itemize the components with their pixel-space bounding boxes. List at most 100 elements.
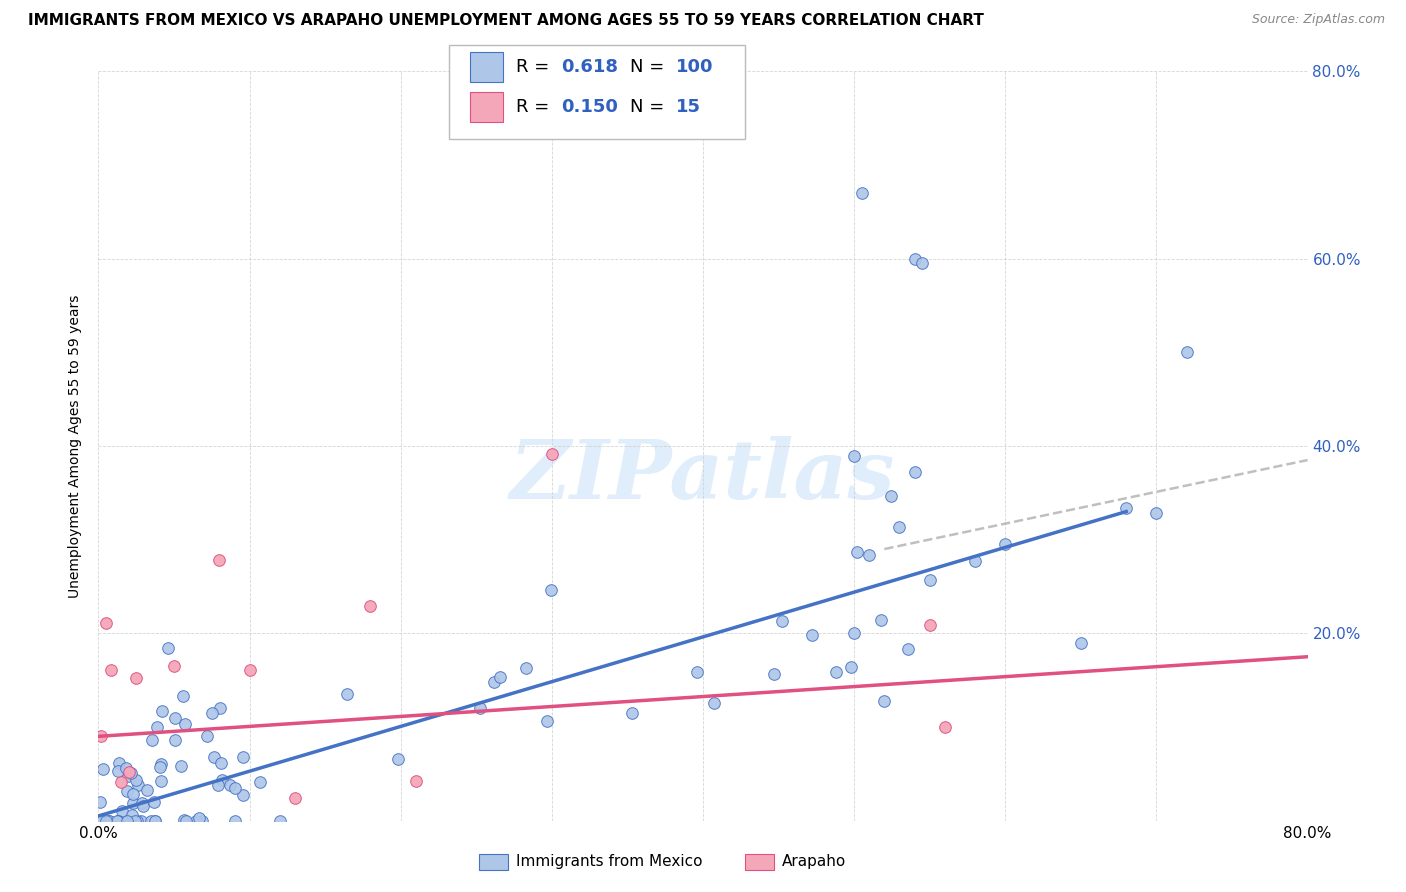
Point xyxy=(121,808,143,822)
Text: N =: N = xyxy=(630,98,671,116)
Point xyxy=(845,544,868,558)
Point xyxy=(269,814,291,828)
Point xyxy=(150,774,173,789)
Point xyxy=(150,757,173,772)
Point xyxy=(824,665,846,679)
Point xyxy=(336,687,359,701)
Point xyxy=(90,814,112,828)
Point xyxy=(249,774,271,789)
Point xyxy=(105,814,128,828)
Text: 0.618: 0.618 xyxy=(561,58,619,76)
Point xyxy=(170,759,193,773)
Point xyxy=(207,778,229,792)
Point xyxy=(195,729,218,743)
Point xyxy=(129,814,152,828)
Point xyxy=(141,732,163,747)
Point xyxy=(131,796,153,810)
Point xyxy=(870,613,893,627)
Point xyxy=(107,814,129,828)
Point xyxy=(858,549,880,563)
Point xyxy=(124,814,146,828)
Y-axis label: Unemployment Among Ages 55 to 59 years: Unemployment Among Ages 55 to 59 years xyxy=(69,294,83,598)
Point xyxy=(904,252,927,266)
Point xyxy=(540,447,562,461)
Point xyxy=(163,658,186,673)
Point xyxy=(387,752,409,766)
Point xyxy=(851,186,873,201)
Point xyxy=(540,582,562,597)
Point xyxy=(918,573,941,587)
Text: 15: 15 xyxy=(676,98,702,116)
Point xyxy=(125,671,148,685)
Point xyxy=(191,814,214,828)
Point xyxy=(209,756,232,770)
Point xyxy=(904,465,927,479)
Point xyxy=(620,706,643,720)
Text: Arapaho: Arapaho xyxy=(782,855,846,870)
Point xyxy=(136,782,159,797)
Point xyxy=(232,788,254,802)
Text: 100: 100 xyxy=(676,58,714,76)
Point xyxy=(165,733,187,747)
Text: Source: ZipAtlas.com: Source: ZipAtlas.com xyxy=(1251,13,1385,27)
Point xyxy=(1115,500,1137,515)
Point xyxy=(173,813,195,827)
Point xyxy=(115,814,138,828)
Point xyxy=(208,553,231,567)
Point xyxy=(284,791,307,805)
Point xyxy=(405,774,427,789)
Text: R =: R = xyxy=(516,58,554,76)
Point xyxy=(965,553,987,567)
Point xyxy=(91,762,114,776)
Point xyxy=(911,256,934,270)
Point xyxy=(115,814,138,828)
Point xyxy=(889,520,911,534)
Point xyxy=(686,665,709,679)
Point xyxy=(209,701,232,715)
Point xyxy=(211,772,233,787)
Point xyxy=(107,814,129,828)
Point xyxy=(232,750,254,764)
Point xyxy=(470,701,492,715)
Point xyxy=(224,780,246,795)
Point xyxy=(763,666,786,681)
Point xyxy=(839,660,862,674)
Text: IMMIGRANTS FROM MEXICO VS ARAPAHO UNEMPLOYMENT AMONG AGES 55 TO 59 YEARS CORRELA: IMMIGRANTS FROM MEXICO VS ARAPAHO UNEMPL… xyxy=(28,13,984,29)
Point xyxy=(174,814,197,828)
Point xyxy=(1144,506,1167,520)
Point xyxy=(994,536,1017,550)
Text: 0.150: 0.150 xyxy=(561,98,619,116)
Point xyxy=(89,795,111,809)
Point xyxy=(536,714,558,728)
Point xyxy=(157,640,180,655)
Point xyxy=(489,670,512,684)
Point xyxy=(127,814,149,828)
Point xyxy=(121,796,143,810)
Point xyxy=(118,764,141,779)
Bar xyxy=(479,854,508,870)
Point xyxy=(91,814,114,828)
Point xyxy=(844,449,866,463)
Point xyxy=(918,618,941,632)
Point xyxy=(90,729,112,743)
FancyBboxPatch shape xyxy=(449,45,745,139)
Point xyxy=(127,778,149,792)
Point xyxy=(90,814,112,828)
Point xyxy=(173,717,195,731)
Point xyxy=(100,663,122,677)
Point xyxy=(139,814,162,828)
Point xyxy=(801,628,824,642)
Point xyxy=(934,721,956,735)
Point xyxy=(482,675,505,690)
Point xyxy=(515,660,537,674)
Point xyxy=(219,778,242,792)
Point xyxy=(187,811,209,825)
Point xyxy=(143,814,166,828)
Text: ZIPatlas: ZIPatlas xyxy=(510,436,896,516)
Point xyxy=(90,814,112,828)
Point xyxy=(115,761,138,775)
Point xyxy=(770,614,793,628)
Point xyxy=(125,772,148,787)
Bar xyxy=(745,854,775,870)
Point xyxy=(111,804,134,818)
